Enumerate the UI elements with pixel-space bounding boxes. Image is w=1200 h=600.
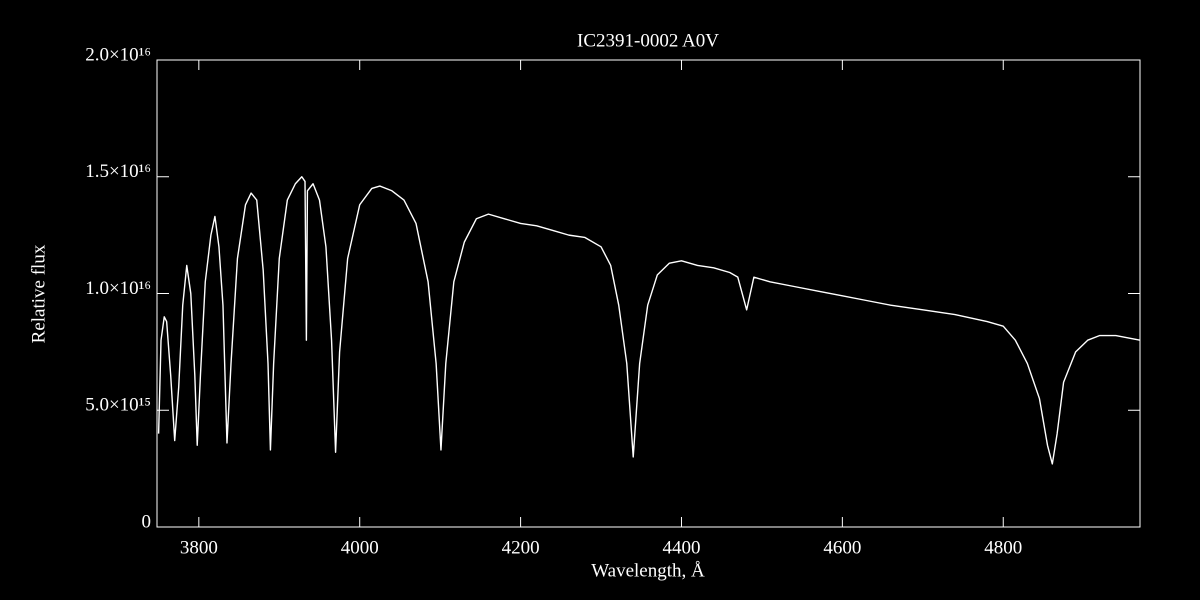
x-tick-label: 4800: [984, 537, 1022, 558]
y-tick-label: 0: [142, 511, 152, 532]
y-tick-label: 2.0×10¹⁶: [85, 44, 151, 65]
chart-title: IC2391-0002 A0V: [577, 30, 719, 51]
plot-frame: [156, 59, 1141, 528]
x-axis-label: Wavelength, Å: [591, 560, 705, 581]
x-tick-label: 4200: [502, 537, 540, 558]
y-axis-label: Relative flux: [28, 244, 49, 343]
spectrum-line: [157, 176, 1141, 465]
x-tick-label: 4400: [662, 537, 700, 558]
y-tick-label: 5.0×10¹⁵: [85, 395, 151, 416]
x-tick-label: 3800: [180, 537, 218, 558]
x-tick-label: 4000: [341, 537, 379, 558]
y-tick-label: 1.0×10¹⁶: [85, 278, 151, 299]
x-tick-label: 4600: [823, 537, 861, 558]
y-tick-label: 1.5×10¹⁶: [85, 161, 151, 182]
